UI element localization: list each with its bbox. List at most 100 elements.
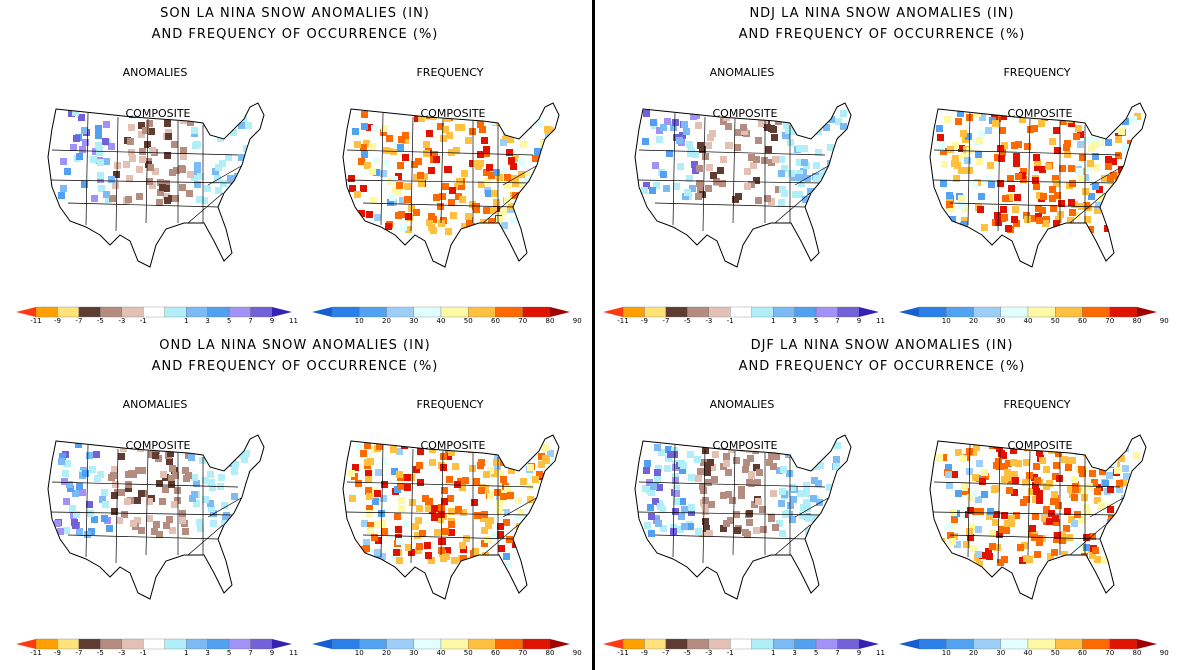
colorbar-tick-label: 9 (856, 649, 862, 657)
colorbar-tick-label: -11 (30, 317, 42, 325)
anomaly-colorbar: -11 -9 -7 -5 -3 -1 1 3 5 7 9 11 (603, 637, 885, 659)
colorbar-tick-label: 11 (875, 649, 885, 657)
colorbar-tick-label: -3 (705, 317, 713, 325)
snow-shading (931, 441, 1140, 568)
colorbar-tick-label: 20 (382, 317, 391, 325)
colorbar-tick-label: 80 (545, 649, 555, 657)
panel-subtitle: AND FREQUENCY OF OCCURRENCE (%) (738, 27, 1026, 42)
colorbar-tick-label: 30 (409, 317, 419, 325)
panel-subtitle: AND FREQUENCY OF OCCURRENCE (%) (151, 27, 439, 42)
panel-title: SON LA NINA SNOW ANOMALIES (IN) (160, 6, 430, 21)
colorbar-tick-label: 5 (226, 649, 232, 657)
colorbar-tick-label: 3 (205, 317, 210, 325)
colorbar-tick-label: -1 (139, 649, 147, 657)
colorbar-tick-label: 90 (1159, 649, 1169, 657)
colorbar-tick-label: 3 (792, 649, 797, 657)
colorbar-tick-label: 40 (436, 649, 446, 657)
anomaly-colorbar: -11 -9 -7 -5 -3 -1 1 3 5 7 9 11 (16, 305, 298, 327)
colorbar-tick-label: 60 (1078, 649, 1087, 657)
colorbar-tick-label: 5 (813, 317, 819, 325)
snow-shading (49, 441, 260, 564)
colorbar-tick-label: -3 (118, 649, 126, 657)
colorbar-tick-label: 20 (382, 649, 391, 657)
us-outline (929, 102, 1147, 268)
colorbar-tick-label: 70 (1105, 649, 1115, 657)
colorbar-tick-label: 9 (269, 317, 275, 325)
colorbar-tick-label: 30 (409, 649, 419, 657)
colorbar-tick-label: -5 (96, 649, 104, 657)
season-panel: NDJ LA NINA SNOW ANOMALIES (IN) AND FREQ… (587, 0, 1177, 335)
colorbar-tick-label: 1 (183, 649, 189, 657)
panel-subtitle: AND FREQUENCY OF OCCURRENCE (%) (151, 359, 439, 374)
colorbar-tick-label: 70 (518, 317, 528, 325)
colorbar-tick-label: -1 (726, 649, 734, 657)
colorbar-tick-label: 11 (875, 317, 885, 325)
anomaly-map: COMPOSITE (38, 427, 278, 612)
anomalies-label: ANOMALIES (122, 398, 188, 411)
colorbar-tick-label: -7 (662, 649, 670, 657)
season-panel: DJF LA NINA SNOW ANOMALIES (IN) AND FREQ… (587, 332, 1177, 667)
colorbar-tick-label: 60 (491, 317, 500, 325)
colorbar-tick-label: 11 (288, 317, 298, 325)
colorbar-tick-label: 70 (518, 649, 528, 657)
colorbar-tick-label: -11 (30, 649, 42, 657)
frequency-map: COMPOSITE (333, 95, 573, 280)
colorbar-tick-label: -7 (662, 317, 670, 325)
colorbar-tick-label: 10 (941, 649, 951, 657)
snow-shading (636, 441, 844, 564)
frequency-map: COMPOSITE (920, 427, 1160, 612)
colorbar-tick-label: 80 (1132, 649, 1142, 657)
snow-shading (931, 109, 1141, 233)
colorbar-tick-label: 40 (1023, 317, 1033, 325)
colorbar-tick-label: 1 (183, 317, 189, 325)
colorbar-tick-label: -9 (640, 649, 648, 657)
composite-label: COMPOSITE (420, 107, 486, 120)
colorbar-tick-label: -5 (683, 317, 691, 325)
colorbar-tick-label: 10 (941, 317, 951, 325)
colorbar-tick-label: 10 (354, 649, 364, 657)
colorbar-tick-label: 30 (996, 649, 1006, 657)
frequency-colorbar: 10 20 30 40 50 60 70 80 90 (312, 637, 582, 659)
colorbar-tick-label: -11 (617, 317, 629, 325)
colorbar-tick-label: 5 (813, 649, 819, 657)
snow-shading (636, 110, 847, 232)
frequency-label: FREQUENCY (1003, 398, 1071, 411)
composite-label: COMPOSITE (712, 439, 778, 452)
anomaly-map: COMPOSITE (38, 95, 278, 280)
anomalies-label: ANOMALIES (122, 66, 188, 79)
composite-label: COMPOSITE (1007, 439, 1073, 452)
us-outline (342, 434, 560, 600)
colorbar-tick-label: 11 (288, 649, 298, 657)
colorbar-tick-label: 80 (545, 317, 555, 325)
colorbar-tick-label: 9 (269, 649, 275, 657)
colorbar-tick-label: 90 (1159, 317, 1169, 325)
frequency-map: COMPOSITE (920, 95, 1160, 280)
anomaly-map: COMPOSITE (625, 427, 865, 612)
colorbar-tick-label: 50 (463, 317, 473, 325)
colorbar-tick-label: -7 (75, 649, 83, 657)
us-outline (929, 434, 1147, 600)
colorbar-tick-label: 20 (969, 649, 978, 657)
colorbar-tick-label: 9 (856, 317, 862, 325)
colorbar-tick-label: 7 (248, 317, 253, 325)
colorbar-tick-label: -11 (617, 649, 629, 657)
colorbar-tick-label: -9 (53, 317, 61, 325)
colorbar-tick-label: -3 (705, 649, 713, 657)
us-outline (342, 102, 560, 268)
colorbar-tick-label: 20 (969, 317, 978, 325)
colorbar-tick-label: 7 (835, 649, 840, 657)
composite-label: COMPOSITE (125, 439, 191, 452)
colorbar-tick-label: 5 (226, 317, 232, 325)
panel-title: DJF LA NINA SNOW ANOMALIES (IN) (750, 338, 1014, 353)
colorbar-tick-label: 60 (491, 649, 500, 657)
anomalies-label: ANOMALIES (709, 66, 775, 79)
snow-shading (49, 109, 259, 232)
colorbar-tick-label: 1 (770, 317, 776, 325)
us-outline (47, 434, 265, 600)
season-panel: OND LA NINA SNOW ANOMALIES (IN) AND FREQ… (0, 332, 590, 667)
colorbar-tick-label: 90 (572, 317, 582, 325)
colorbar-tick-label: 3 (792, 317, 797, 325)
anomaly-colorbar: -11 -9 -7 -5 -3 -1 1 3 5 7 9 11 (603, 305, 885, 327)
colorbar-tick-label: 40 (1023, 649, 1033, 657)
us-outline (47, 102, 265, 268)
